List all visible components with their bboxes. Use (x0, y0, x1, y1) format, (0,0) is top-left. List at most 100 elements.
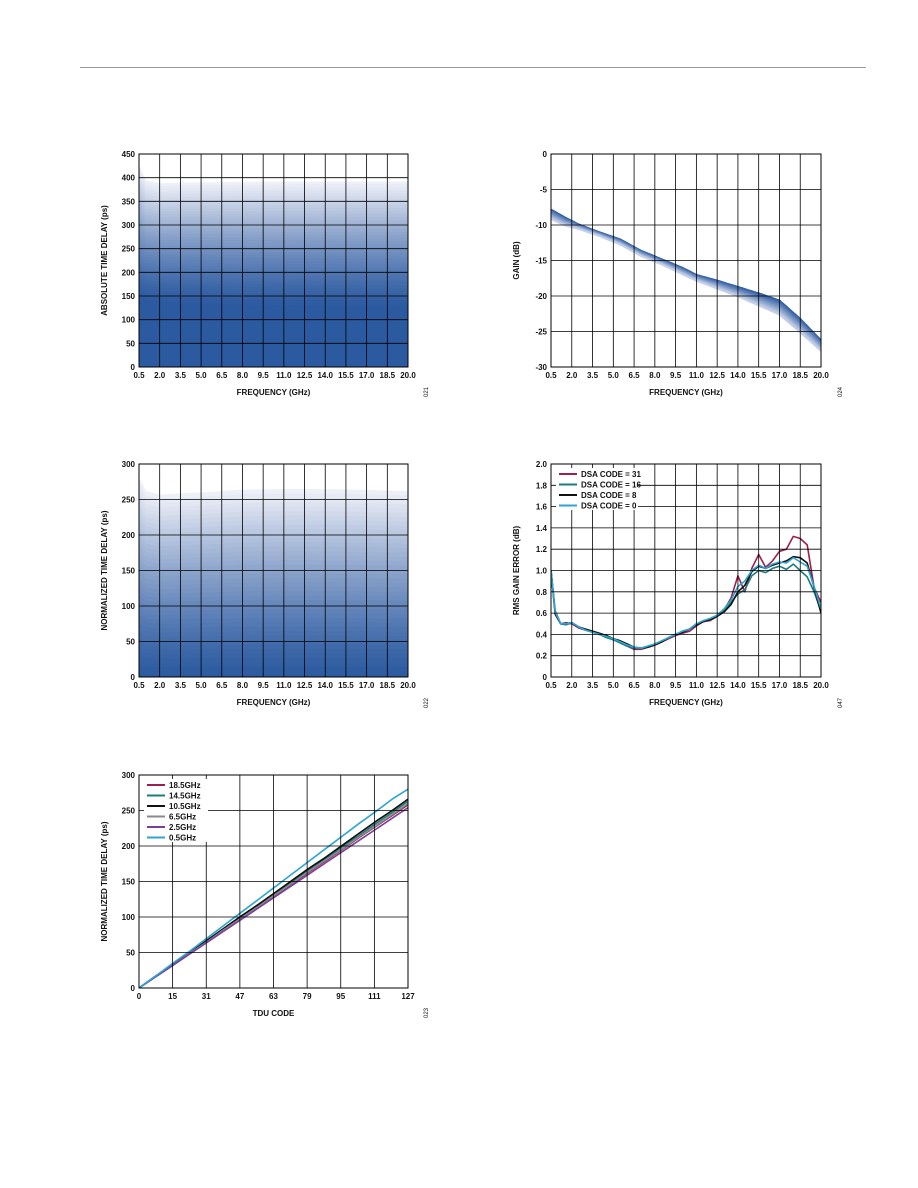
x-tick-label: 79 (303, 992, 312, 1001)
y-tick-label: 1.2 (536, 545, 548, 554)
x-tick-label: 6.5 (629, 681, 641, 690)
x-tick-label: 15.5 (338, 371, 354, 380)
gain-curve-92 (551, 215, 821, 349)
x-tick-label: 47 (235, 992, 244, 1001)
y-axis-title: RMS GAIN ERROR (dB) (512, 526, 521, 616)
x-tick-label: 0.5 (133, 371, 145, 380)
x-tick-label: 2.0 (154, 681, 166, 690)
y-tick-label: -25 (535, 328, 547, 337)
y-tick-label: 300 (122, 221, 136, 230)
x-tick-label: 8.0 (649, 371, 661, 380)
x-tick-label: 14.0 (317, 681, 333, 690)
y-tick-label: -5 (540, 186, 548, 195)
y-tick-label: 0 (131, 984, 136, 993)
y-tick-label: 100 (122, 602, 136, 611)
x-tick-label: 0.5 (545, 371, 557, 380)
x-tick-label: 3.5 (175, 681, 187, 690)
x-tick-label: 2.0 (566, 371, 578, 380)
legend-bg (144, 789, 208, 800)
x-tick-label: 31 (202, 992, 211, 1001)
x-tick-label: 6.5 (216, 681, 228, 690)
y-axis-title: NORMALIZED TIME DELAY (ps) (100, 510, 109, 630)
y-tick-label: 0 (543, 150, 548, 159)
y-tick-label: 0.8 (536, 588, 548, 597)
y-tick-label: 50 (126, 339, 135, 348)
x-tick-label: 11.0 (276, 371, 292, 380)
plot-frame (138, 463, 409, 678)
gain-curve-120 (551, 218, 821, 352)
x-tick-label: 8.0 (237, 371, 249, 380)
y-tick-label: -30 (535, 363, 547, 372)
x-tick-label: 17.0 (359, 371, 375, 380)
x-tick-label: 8.0 (649, 681, 661, 690)
gain-curve-96 (551, 216, 821, 350)
legend-label-1: DSA CODE = 31 (581, 470, 641, 479)
x-tick-label: 5.0 (608, 371, 620, 380)
delay-curve-1 (139, 297, 408, 367)
x-tick-label: 12.5 (297, 371, 313, 380)
legend-bg (556, 468, 638, 479)
y-tick-label: 100 (122, 316, 136, 325)
legend-label-3: DSA CODE = 8 (581, 491, 637, 500)
legend-label-2: 14.5GHz (169, 792, 201, 801)
x-tick-label: 5.0 (196, 681, 208, 690)
gain-curve-100 (551, 216, 821, 350)
figure-code: 021 (424, 386, 430, 397)
legend-bg (144, 831, 208, 842)
y-tick-label: 0 (543, 673, 548, 682)
y-tick-label: 450 (122, 150, 136, 159)
x-tick-label: 8.0 (237, 681, 249, 690)
x-tick-label: 9.5 (258, 681, 270, 690)
plot-frame (550, 153, 822, 368)
gain-curve-108 (551, 217, 821, 351)
x-tick-label: 15 (168, 992, 177, 1001)
x-tick-label: 5.0 (608, 681, 620, 690)
x-tick-label: 0.5 (545, 681, 557, 690)
y-axis-title: GAIN (dB) (512, 241, 521, 280)
x-tick-label: 14.0 (317, 371, 333, 380)
plot-frame (550, 463, 822, 678)
legend-label-3: 10.5GHz (169, 802, 201, 811)
figure-code: 024 (838, 386, 844, 397)
x-tick-label: 12.5 (297, 681, 313, 690)
gain-curve-76 (551, 214, 821, 348)
x-tick-label: 17.0 (772, 371, 788, 380)
delay-curve-4 (139, 670, 408, 677)
figure-code: 022 (424, 697, 430, 708)
series-line-2 (551, 563, 821, 650)
x-tick-label: 14.0 (730, 371, 746, 380)
figure-code: 023 (424, 1007, 430, 1018)
y-tick-label: 0.4 (536, 630, 548, 639)
x-tick-label: 20.0 (813, 371, 829, 380)
legend-bg (144, 821, 208, 832)
x-axis-title: FREQUENCY (GHz) (649, 388, 723, 397)
y-tick-label: 200 (122, 268, 136, 277)
y-tick-label: 250 (122, 496, 136, 505)
x-tick-label: 127 (401, 992, 415, 1001)
series-line-3 (551, 555, 821, 650)
x-axis-title: FREQUENCY (GHz) (237, 698, 311, 707)
x-tick-label: 11.0 (689, 681, 705, 690)
y-tick-label: 2.0 (536, 460, 548, 469)
plot-area (139, 788, 408, 988)
x-axis-title: FREQUENCY (GHz) (237, 388, 311, 397)
chart-5: 0 15 31 47 63 79 95 111 127 0 50 100 150 200 250 300 TDU… (100, 771, 430, 1018)
y-tick-label: 250 (122, 807, 136, 816)
plot-area (139, 164, 408, 367)
x-tick-label: 18.5 (380, 371, 396, 380)
gain-curve-88 (551, 215, 821, 349)
x-tick-label: 15.5 (751, 681, 767, 690)
legend-label-5: 2.5GHz (169, 823, 196, 832)
legend-label-4: DSA CODE = 0 (581, 502, 637, 511)
x-tick-label: 95 (336, 992, 345, 1001)
x-tick-label: 0.5 (133, 681, 145, 690)
gain-curve-84 (551, 215, 821, 349)
y-tick-label: -10 (535, 221, 547, 230)
legend-bg (144, 779, 208, 790)
y-tick-label: 150 (122, 878, 136, 887)
plot-area (139, 476, 408, 677)
y-tick-label: 0.2 (536, 652, 548, 661)
gain-curve-124 (551, 218, 821, 352)
y-tick-label: 0 (131, 673, 136, 682)
